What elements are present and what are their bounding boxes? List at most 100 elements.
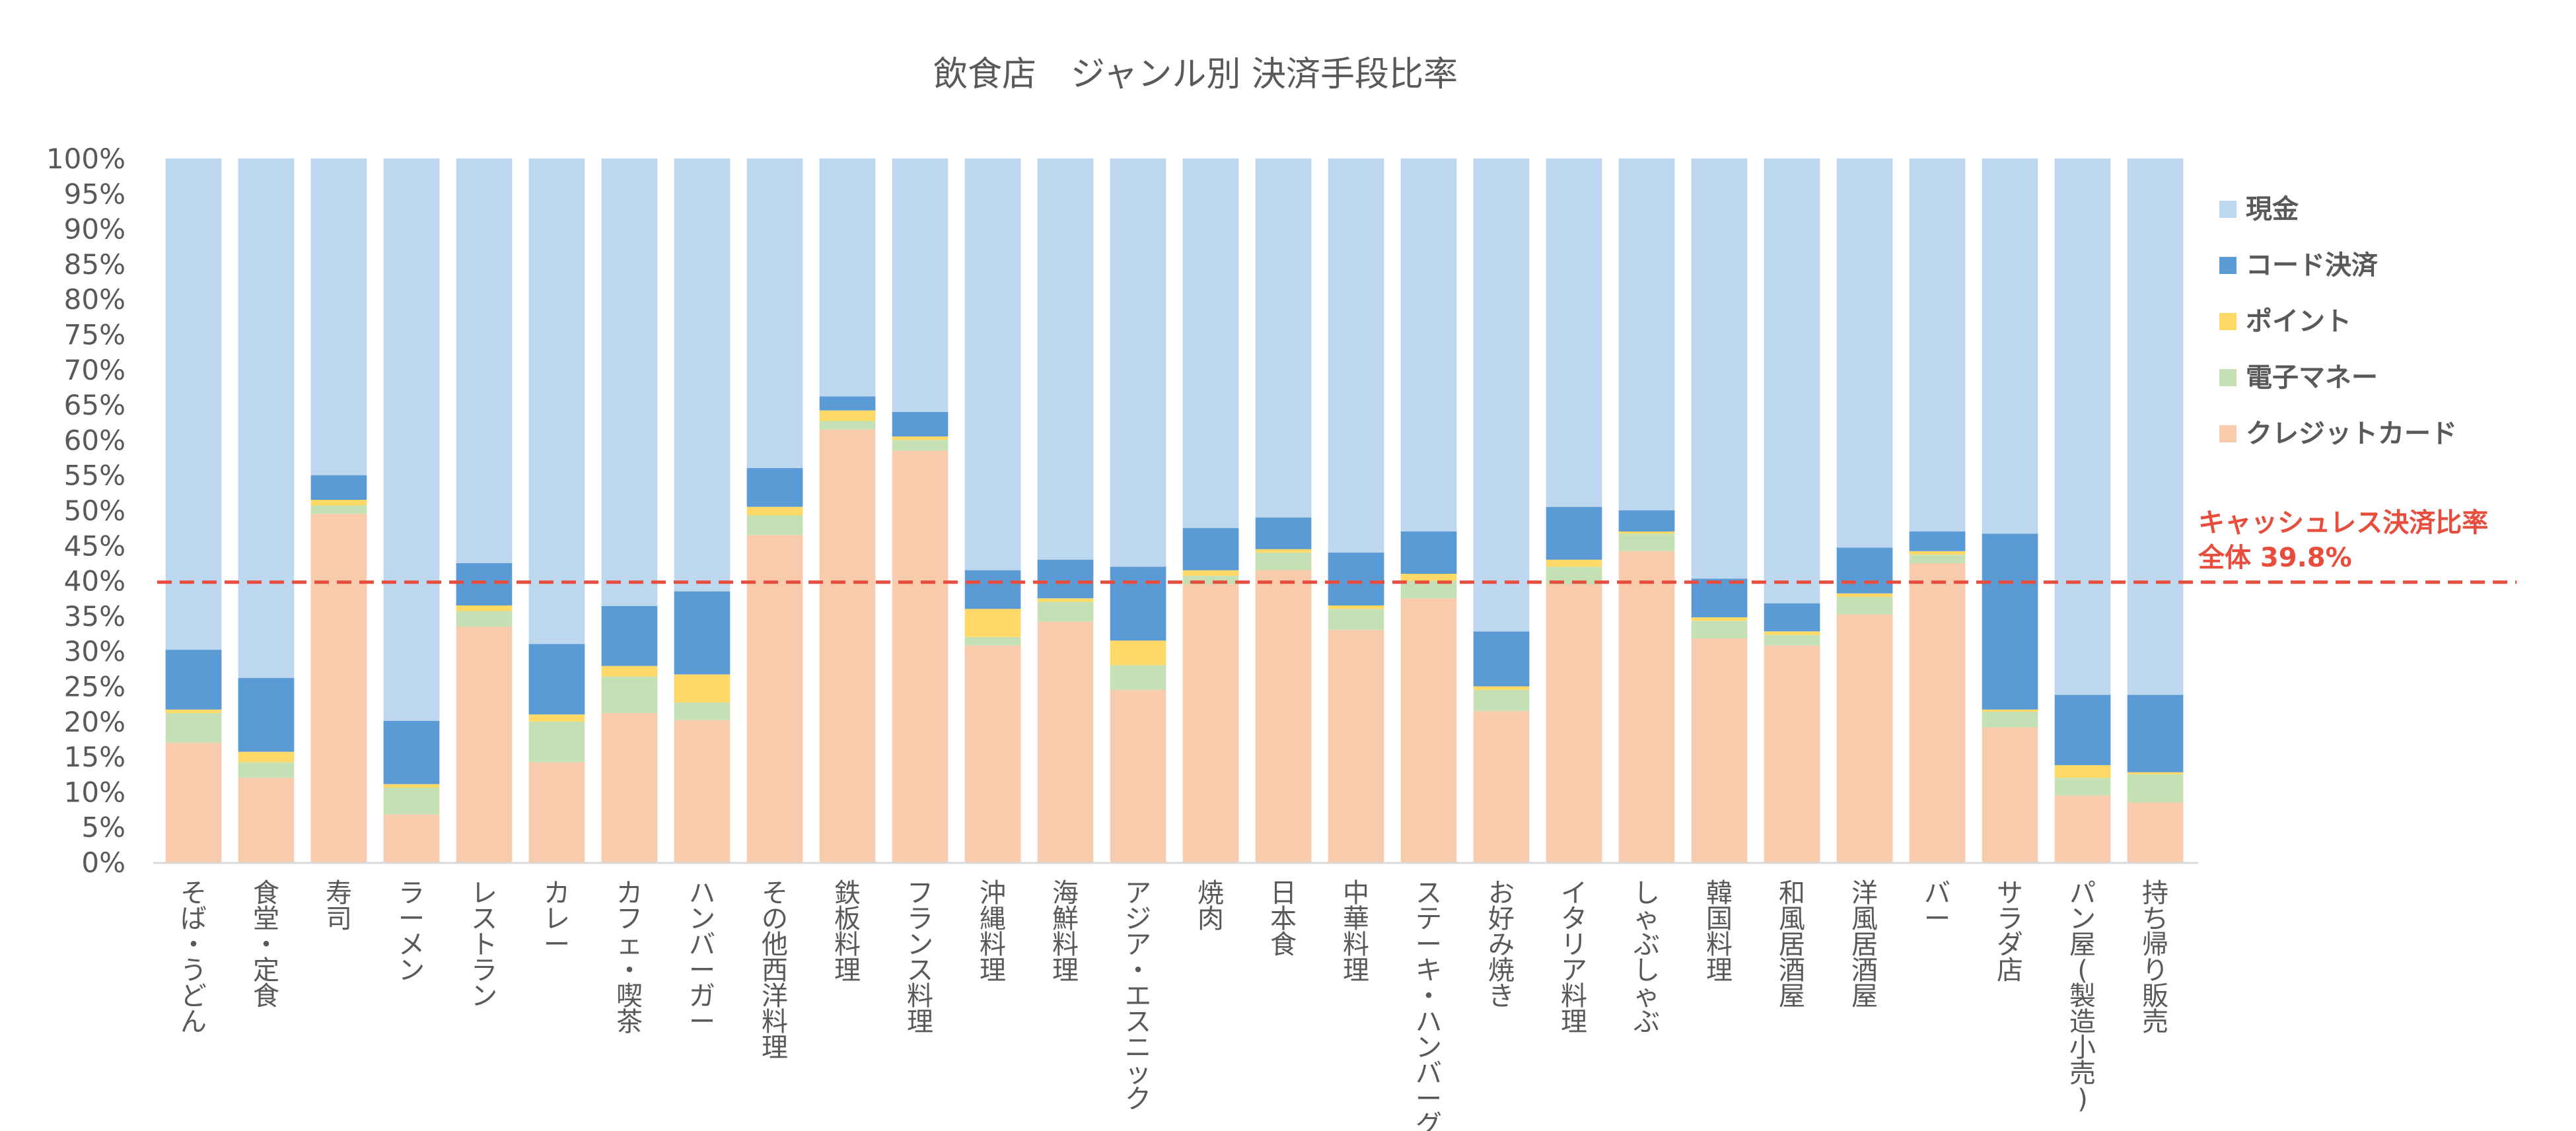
y-tick-label: 15% <box>64 741 125 773</box>
bar-segment <box>674 720 731 862</box>
bar-segment <box>310 514 367 862</box>
category-label: ラーメン <box>398 878 425 986</box>
bar-segment <box>1764 645 1820 862</box>
bar-segment <box>456 626 513 862</box>
bar-segment <box>1473 686 1530 690</box>
bar-segment <box>1546 559 1602 567</box>
chart-title: 飲食店 ジャンル別 決済手段比率 <box>933 55 1458 94</box>
bar-segment <box>456 605 513 611</box>
category-label: イタリア料理 <box>1561 878 1587 1037</box>
bar-segment <box>1400 531 1457 574</box>
category-label: 和風居酒屋 <box>1779 878 1805 1011</box>
bar-stack <box>1110 158 1166 862</box>
y-tick-label: 95% <box>64 178 125 210</box>
bar-segment <box>1691 617 1748 621</box>
bar-stack <box>1909 158 1966 862</box>
bar-segment <box>1182 584 1239 862</box>
bar-segment <box>892 436 948 440</box>
category-label: バー <box>1924 878 1950 934</box>
bar-stack <box>1328 158 1384 862</box>
category-label: 海鮮料理 <box>1052 878 1079 986</box>
bar-segment <box>674 703 731 720</box>
bar-segment <box>238 762 295 778</box>
category-label: 寿司 <box>326 878 352 934</box>
bar-segment <box>2127 774 2184 803</box>
bar-segment <box>1909 551 1966 555</box>
bar-segment <box>1691 638 1748 862</box>
category-label: 日本食 <box>1270 878 1297 960</box>
bar-segment <box>1836 593 1893 598</box>
bar-segment <box>1037 598 1094 602</box>
bar-segment <box>1110 566 1166 641</box>
bar-stack <box>1182 158 1239 862</box>
y-axis: 0%5%10%15%20%25%30%35%40%45%50%55% 60%65%… <box>46 143 125 879</box>
bar-segment <box>1909 158 1966 531</box>
bar-segment <box>1473 710 1530 862</box>
bar-segment <box>2054 778 2111 796</box>
category-label: 焼肉 <box>1198 878 1224 934</box>
category-label: 沖縄料理 <box>980 878 1006 986</box>
legend-label: 電子マネー <box>2246 362 2378 393</box>
cashless-reference: キャッシュレス決済比率 全体 39.8% <box>157 508 2517 584</box>
bar-stack <box>1618 158 1675 862</box>
category-label: ハンバーガー <box>689 878 715 1037</box>
bar-stack <box>2127 158 2184 862</box>
bar-segment <box>674 674 731 703</box>
bar-stack <box>1691 158 1748 862</box>
bar-segment <box>1255 549 1312 553</box>
x-axis: そば・うどん 食堂・定食 寿司 ラーメン レストラン カレー カフェ・喫茶 ハンバーガー その他… <box>180 878 2168 1131</box>
category-label: 持ち帰り販売 <box>2142 878 2168 1037</box>
bar-segment <box>1982 533 2038 710</box>
bar-stack <box>601 158 658 862</box>
bar-stack <box>528 158 585 862</box>
bar-stack <box>892 158 948 862</box>
bar-segment <box>1691 621 1748 638</box>
bar-segment <box>1618 531 1675 534</box>
bar-segment <box>383 788 440 815</box>
bar-stack <box>1400 158 1457 863</box>
bar-segment <box>601 158 658 606</box>
bar-stack <box>238 158 295 862</box>
bar-segment <box>528 158 585 644</box>
y-tick-label: 20% <box>64 706 125 738</box>
bar-segment <box>1473 158 1530 632</box>
bar-segment <box>964 636 1021 646</box>
bar-segment <box>601 676 658 713</box>
bar-segment <box>1182 158 1239 528</box>
legend-label: コード決済 <box>2246 250 2379 281</box>
bar-segment <box>1110 158 1166 567</box>
bar-segment <box>165 158 222 650</box>
bar-segment <box>1400 573 1457 581</box>
bar-stack <box>964 158 1021 862</box>
bar-segment <box>1691 158 1748 579</box>
bar-segment <box>1182 570 1239 576</box>
legend-label: クレジットカード <box>2246 419 2457 449</box>
bar-segment <box>1836 614 1893 862</box>
bar-segment <box>1836 158 1893 548</box>
bar-segment <box>1473 689 1530 711</box>
bar-segment <box>1400 598 1457 863</box>
y-tick-label: 25% <box>64 671 125 703</box>
category-label: カフェ・喫茶 <box>616 878 643 1037</box>
bar-segment <box>1982 711 2038 728</box>
bar-segment <box>1037 621 1094 862</box>
category-label: 韓国料理 <box>1706 878 1733 986</box>
bar-segment <box>456 158 513 563</box>
category-label: レストラン <box>471 878 497 1011</box>
category-label: サラダ店 <box>1997 878 2023 986</box>
bar-segment <box>528 762 585 862</box>
y-tick-label: 65% <box>64 389 125 421</box>
bar-segment <box>1982 158 2038 534</box>
bar-stack <box>1546 158 1602 862</box>
bar-segment <box>2054 158 2111 695</box>
y-tick-label: 55% <box>64 460 125 492</box>
bar-segment <box>165 709 222 713</box>
bar-segment <box>1691 578 1748 617</box>
bar-segment <box>1328 158 1384 553</box>
y-tick-label: 30% <box>64 635 125 668</box>
bar-segment <box>310 158 367 475</box>
bar-segment <box>1255 517 1312 549</box>
bar-stack <box>2054 158 2111 862</box>
bar-segment <box>2054 695 2111 765</box>
